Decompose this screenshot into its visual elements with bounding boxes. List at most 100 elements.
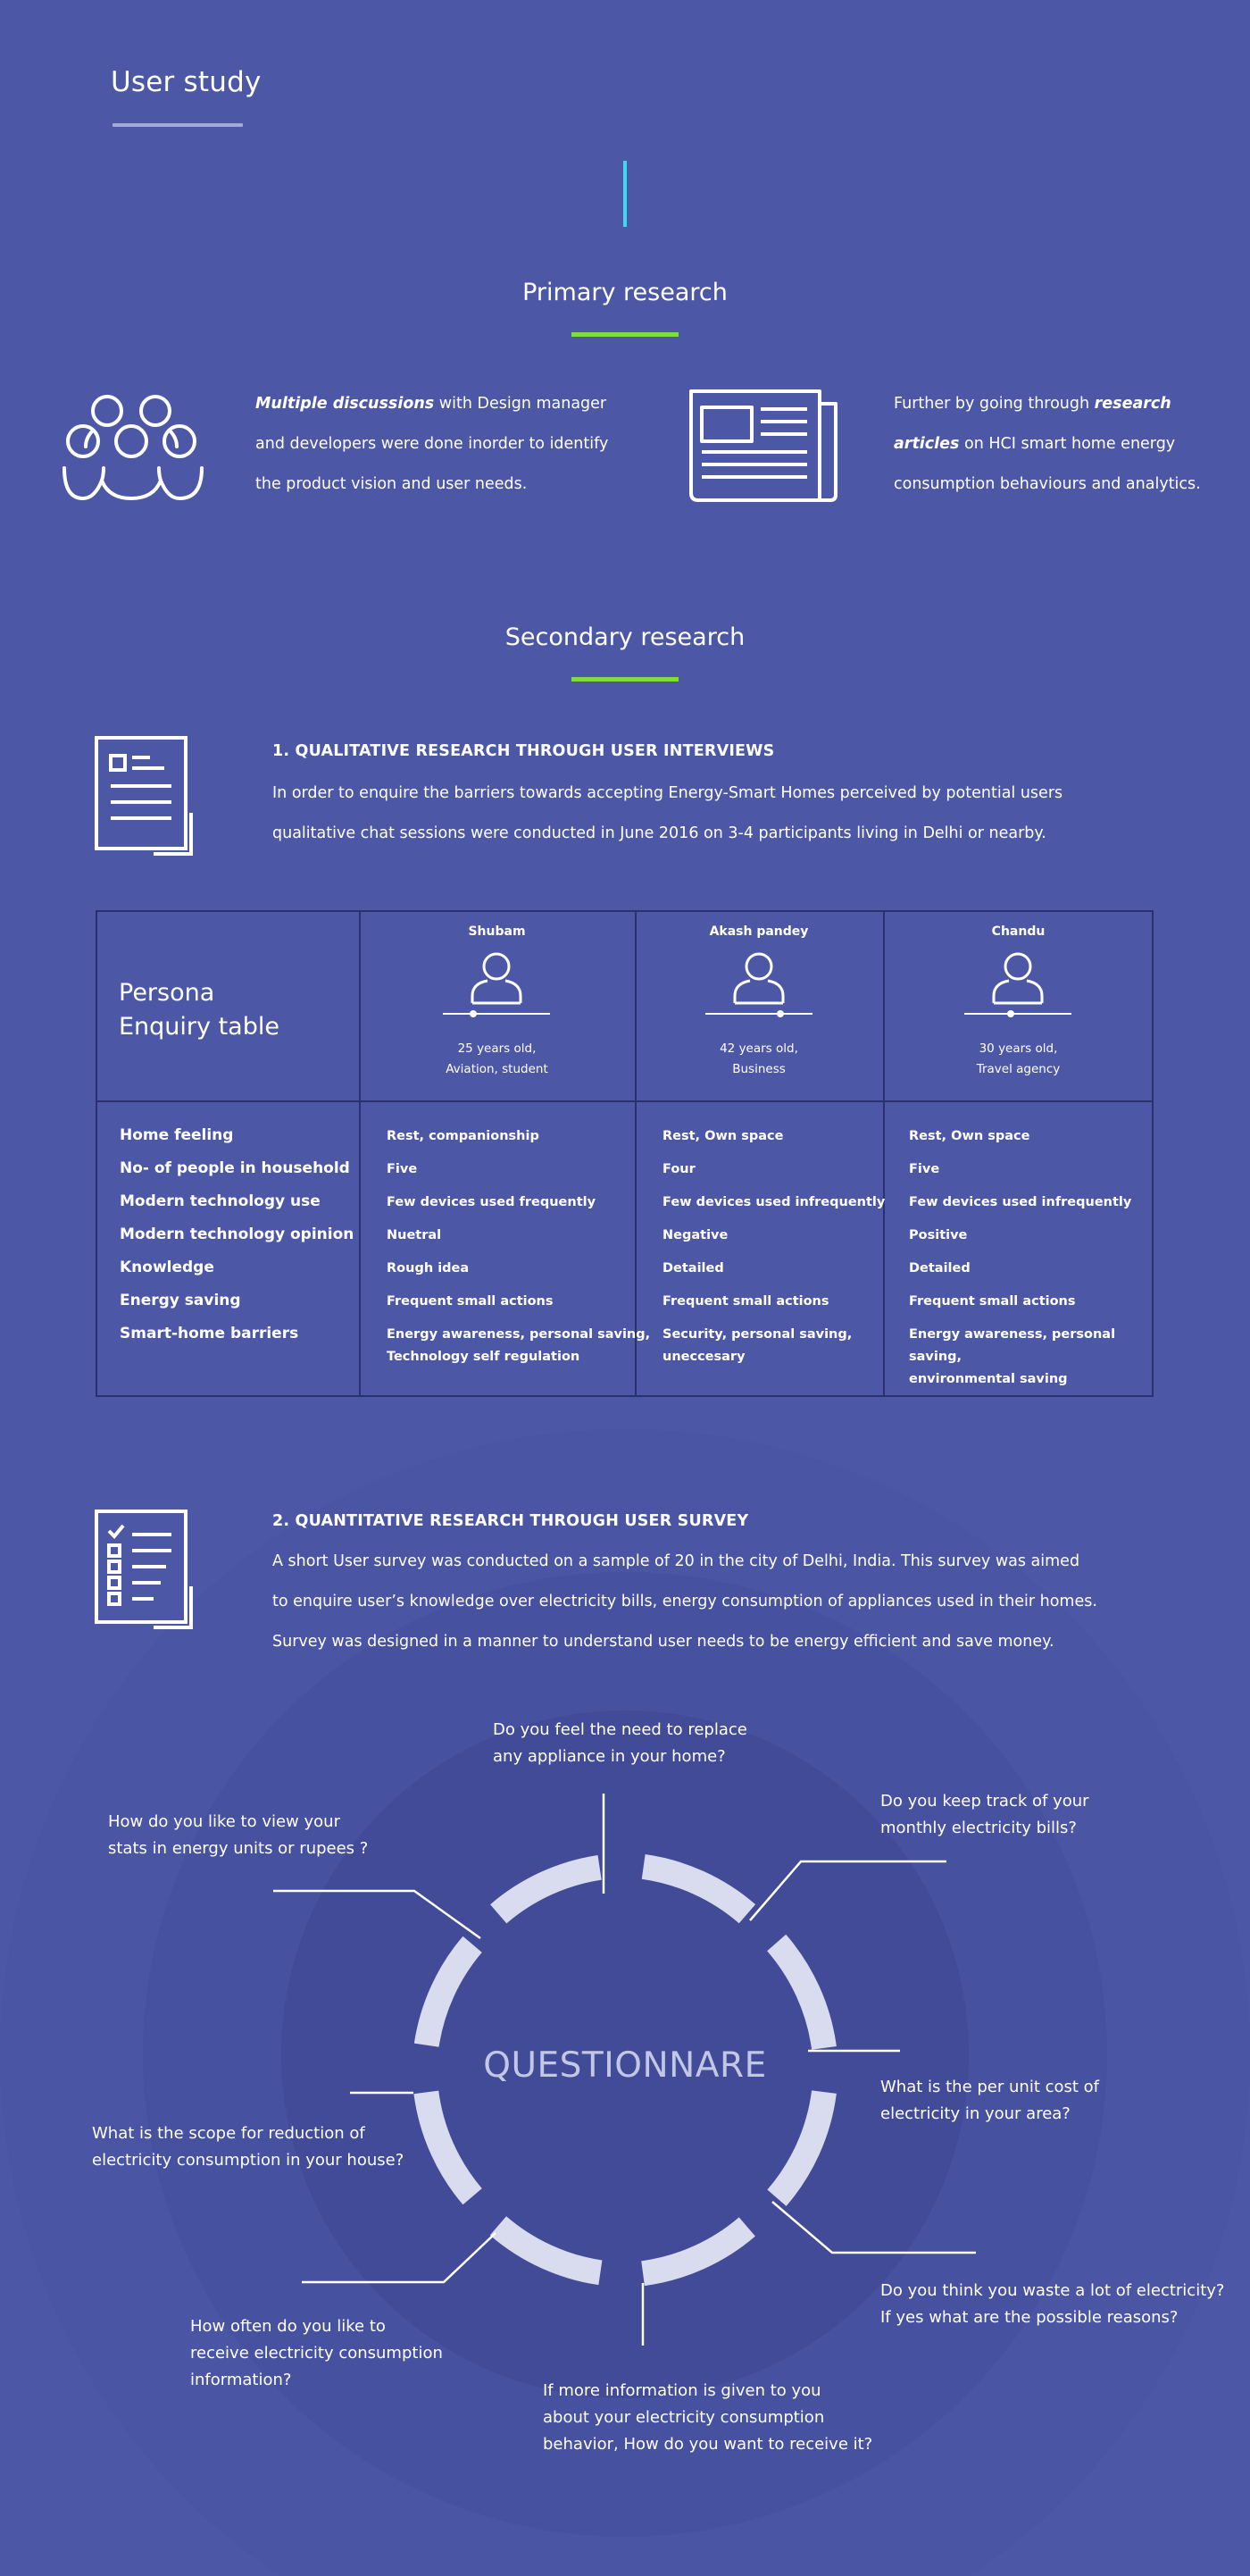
table-cell: Rest, companionship <box>387 1129 539 1143</box>
document-icon <box>95 736 193 856</box>
questionnaire-ring-segment <box>767 2090 837 2206</box>
question-line: Do you feel the need to replace <box>493 1720 747 1739</box>
question-line: monthly electricity bills? <box>880 1819 1077 1837</box>
primary-right-text: Further by going through research articl… <box>894 384 1233 505</box>
primary-left-line-2: and developers were done inorder to iden… <box>255 435 609 453</box>
question-view-stats: How do you like to view your stats in en… <box>108 1809 368 1862</box>
question-line: If more information is given to you <box>543 2381 821 2400</box>
questionnaire-ring-segment <box>641 2217 755 2287</box>
quantitative-line-1: A short User survey was conducted on a s… <box>272 1552 1080 1570</box>
table-cell: Rest, Own space <box>909 1129 1030 1143</box>
table-cell: Few devices used infrequently <box>662 1195 886 1209</box>
primary-right-line-1: Further by going through <box>894 395 1095 413</box>
question-line: What is the scope for reduction of <box>92 2124 365 2143</box>
title-underline <box>112 123 243 127</box>
connector-line <box>749 1860 946 1921</box>
questionnaire-ring-segment <box>413 1936 482 2047</box>
persona-details: 42 years old, Business <box>635 1039 883 1080</box>
questionnaire-ring-segment <box>766 1934 837 2050</box>
quantitative-heading: 2. QUANTITATIVE RESEARCH THROUGH USER SU… <box>272 1512 749 1530</box>
persona-enquiry-table: Persona Enquiry table Shubam 25 years ol… <box>96 910 1154 1397</box>
question-track-bills: Do you keep track of your monthly electr… <box>880 1788 1089 1842</box>
quantitative-line-3: Survey was designed in a manner to under… <box>272 1633 1054 1651</box>
questionnaire-ring-segment <box>489 2216 603 2286</box>
question-line: stats in energy units or rupees ? <box>108 1839 369 1858</box>
primary-left-text: Multiple discussions with Design manager… <box>255 384 648 505</box>
checklist-icon <box>95 1510 193 1629</box>
connector-line <box>771 2201 976 2254</box>
row-label-energy-saving: Energy saving <box>120 1292 241 1309</box>
secondary-heading-underline <box>571 677 679 682</box>
persona-details: 25 years old, Aviation, student <box>359 1039 635 1080</box>
table-cell: Negative <box>662 1228 729 1242</box>
user-avatar-icon <box>705 952 812 1017</box>
table-cell-line: Security, personal saving, <box>662 1327 853 1342</box>
secondary-research-heading: Secondary research <box>504 623 746 651</box>
persona-name: Shubam <box>468 924 526 939</box>
table-cell: Frequent small actions <box>909 1294 1076 1309</box>
people-group-icon <box>62 395 204 501</box>
newspaper-icon <box>689 389 838 502</box>
question-line: What is the per unit cost of <box>880 2078 1100 2096</box>
table-cell: Few devices used frequently <box>387 1195 596 1209</box>
multiple-discussions-emph: Multiple discussions <box>255 395 435 413</box>
question-line: Do you keep track of your <box>880 1792 1089 1811</box>
primary-research-heading: Primary research <box>522 279 728 306</box>
persona-title-line-2: Enquiry table <box>119 1013 279 1041</box>
qualitative-text: In order to enquire the barriers towards… <box>272 774 1165 854</box>
question-line: If yes what are the possible reasons? <box>880 2308 1179 2327</box>
persona-name: Akash pandey <box>709 924 809 939</box>
quantitative-line-2: to enquire user’s knowledge over electri… <box>272 1593 1097 1610</box>
table-cell: Energy awareness, personal saving, envir… <box>909 1324 1152 1391</box>
questionnaire-ring-segment <box>490 1854 602 1924</box>
question-line: receive electricity consumption <box>190 2344 443 2363</box>
table-cell: Security, personal saving, uneccesary <box>662 1324 852 1368</box>
qualitative-heading: 1. QUALITATIVE RESEARCH THROUGH USER INT… <box>272 742 775 760</box>
table-cell-line: Technology self regulation <box>387 1350 580 1364</box>
questionnaire-diagram <box>273 1794 976 2346</box>
persona-title-line-1: Persona <box>119 979 215 1007</box>
persona-age: 25 years old, <box>457 1041 537 1056</box>
persona-name: Chandu <box>991 924 1046 939</box>
question-unit-cost: What is the per unit cost of electricity… <box>880 2074 1099 2128</box>
table-cell-line: uneccesary <box>662 1350 746 1364</box>
question-waste-electricity: Do you think you waste a lot of electric… <box>880 2278 1224 2331</box>
question-line: any appliance in your home? <box>493 1747 726 1766</box>
quantitative-text: A short User survey was conducted on a s… <box>272 1542 1228 1662</box>
questionnaire-center-label: QUESTIONNARE <box>483 2045 767 2086</box>
table-cell: Few devices used infrequently <box>909 1195 1132 1209</box>
connector-line <box>273 1889 481 1940</box>
persona-age: 42 years old, <box>720 1041 798 1056</box>
questionnaire-ring-segment <box>413 2090 482 2205</box>
page-title: User study <box>111 66 262 98</box>
persona-role: Travel agency <box>976 1062 1061 1076</box>
table-cell: Energy awareness, personal saving, Techn… <box>387 1324 650 1368</box>
primary-heading-underline <box>571 332 679 337</box>
connector-line <box>302 2232 496 2284</box>
question-how-often: How often do you like to receive electri… <box>190 2313 443 2394</box>
user-avatar-icon <box>964 952 1071 1017</box>
persona-age: 30 years old, <box>979 1041 1058 1056</box>
table-cell: Frequent small actions <box>662 1294 829 1309</box>
persona-role: Business <box>732 1062 786 1076</box>
section-divider <box>623 161 627 227</box>
row-label-household: No- of people in household <box>120 1159 350 1177</box>
qualitative-line-1: In order to enquire the barriers towards… <box>272 784 1063 802</box>
question-line: How do you like to view your <box>108 1812 340 1831</box>
question-line: Do you think you waste a lot of electric… <box>880 2281 1225 2300</box>
question-line: How often do you like to <box>190 2317 386 2336</box>
primary-right-line-3: consumption behaviours and analytics. <box>894 475 1201 493</box>
table-cell-line: environmental saving <box>909 1372 1068 1386</box>
table-cell: Positive <box>909 1228 968 1242</box>
question-line: electricity consumption in your house? <box>92 2151 404 2170</box>
question-line: electricity in your area? <box>880 2104 1071 2123</box>
persona-details: 30 years old, Travel agency <box>883 1039 1154 1080</box>
primary-left-line-1: with Design manager <box>434 395 607 413</box>
row-label-knowledge: Knowledge <box>120 1259 214 1276</box>
persona-table-title: Persona Enquiry table <box>119 976 279 1044</box>
table-cell: Frequent small actions <box>387 1294 554 1309</box>
row-label-barriers: Smart-home barriers <box>120 1325 299 1342</box>
row-label-tech-opinion: Modern technology opinion <box>120 1225 354 1243</box>
articles-emph: articles <box>894 435 960 453</box>
question-receive-info: If more information is given to you abou… <box>543 2378 872 2458</box>
